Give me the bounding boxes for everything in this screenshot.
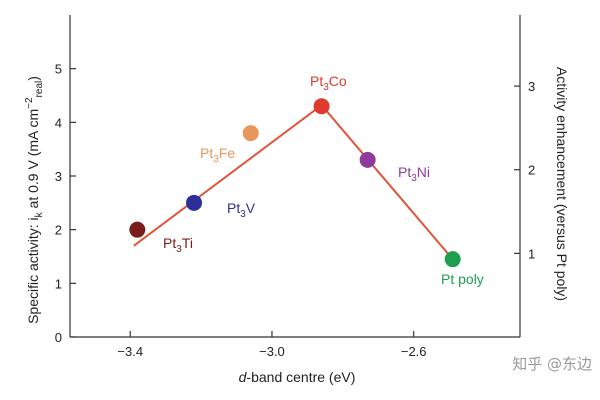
y-tick-label-left: 1 (55, 276, 62, 291)
point-pt3co (313, 98, 330, 115)
point-pt-poly (444, 251, 461, 268)
point-pt3ni (359, 151, 376, 168)
x-tick-label: −2.6 (401, 344, 427, 359)
y-tick-label-left: 2 (55, 223, 62, 238)
y-tick-label-left: 5 (55, 62, 62, 77)
point-pt3fe (242, 125, 259, 142)
y-tick-label-right: 3 (528, 79, 535, 94)
x-axis-title: d-band centre (eV) (239, 369, 356, 385)
label-pt3ni: Pt3Ni (398, 164, 430, 184)
label-pt3fe: Pt3Fe (200, 145, 235, 165)
y-tick-label-left: 0 (55, 330, 62, 345)
label-pt3co: Pt3Co (310, 73, 347, 93)
label-pt3ti: Pt3Ti (163, 235, 193, 255)
y-tick-label-left: 3 (55, 169, 62, 184)
data-points (129, 98, 461, 268)
x-tick-label: −3.0 (259, 344, 285, 359)
x-tick-label: −3.4 (117, 344, 143, 359)
watermark: 知乎 @东边 (512, 355, 592, 373)
plot-frame (69, 15, 521, 338)
y-axis-left-title: Specific activity: ik at 0.9 V (mA cm−2r… (24, 76, 45, 324)
y-tick-label-left: 4 (55, 115, 62, 130)
y-tick-label-right: 1 (528, 246, 535, 261)
point-pt3ti (129, 221, 146, 238)
ticks: 0 1 2 3 4 5 1 2 3 −3.4 −3.0 −2.6 (55, 62, 535, 359)
point-pt3v (186, 194, 203, 211)
y-tick-label-right: 2 (528, 163, 535, 178)
label-pt3v: Pt3V (227, 200, 256, 220)
y-axis-right-title: Activity enhancement (versus Pt poly) (554, 67, 570, 301)
label-ptpoly: Pt poly (441, 271, 484, 287)
